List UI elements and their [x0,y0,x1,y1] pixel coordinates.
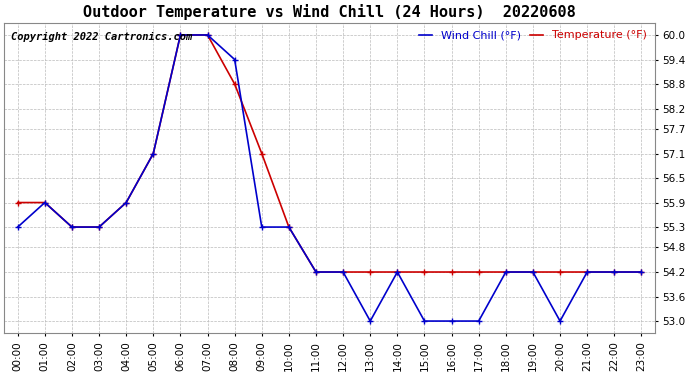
Legend: Wind Chill (°F), Temperature (°F): Wind Chill (°F), Temperature (°F) [417,28,649,43]
Title: Outdoor Temperature vs Wind Chill (24 Hours)  20220608: Outdoor Temperature vs Wind Chill (24 Ho… [83,4,576,20]
Text: Copyright 2022 Cartronics.com: Copyright 2022 Cartronics.com [10,32,192,42]
